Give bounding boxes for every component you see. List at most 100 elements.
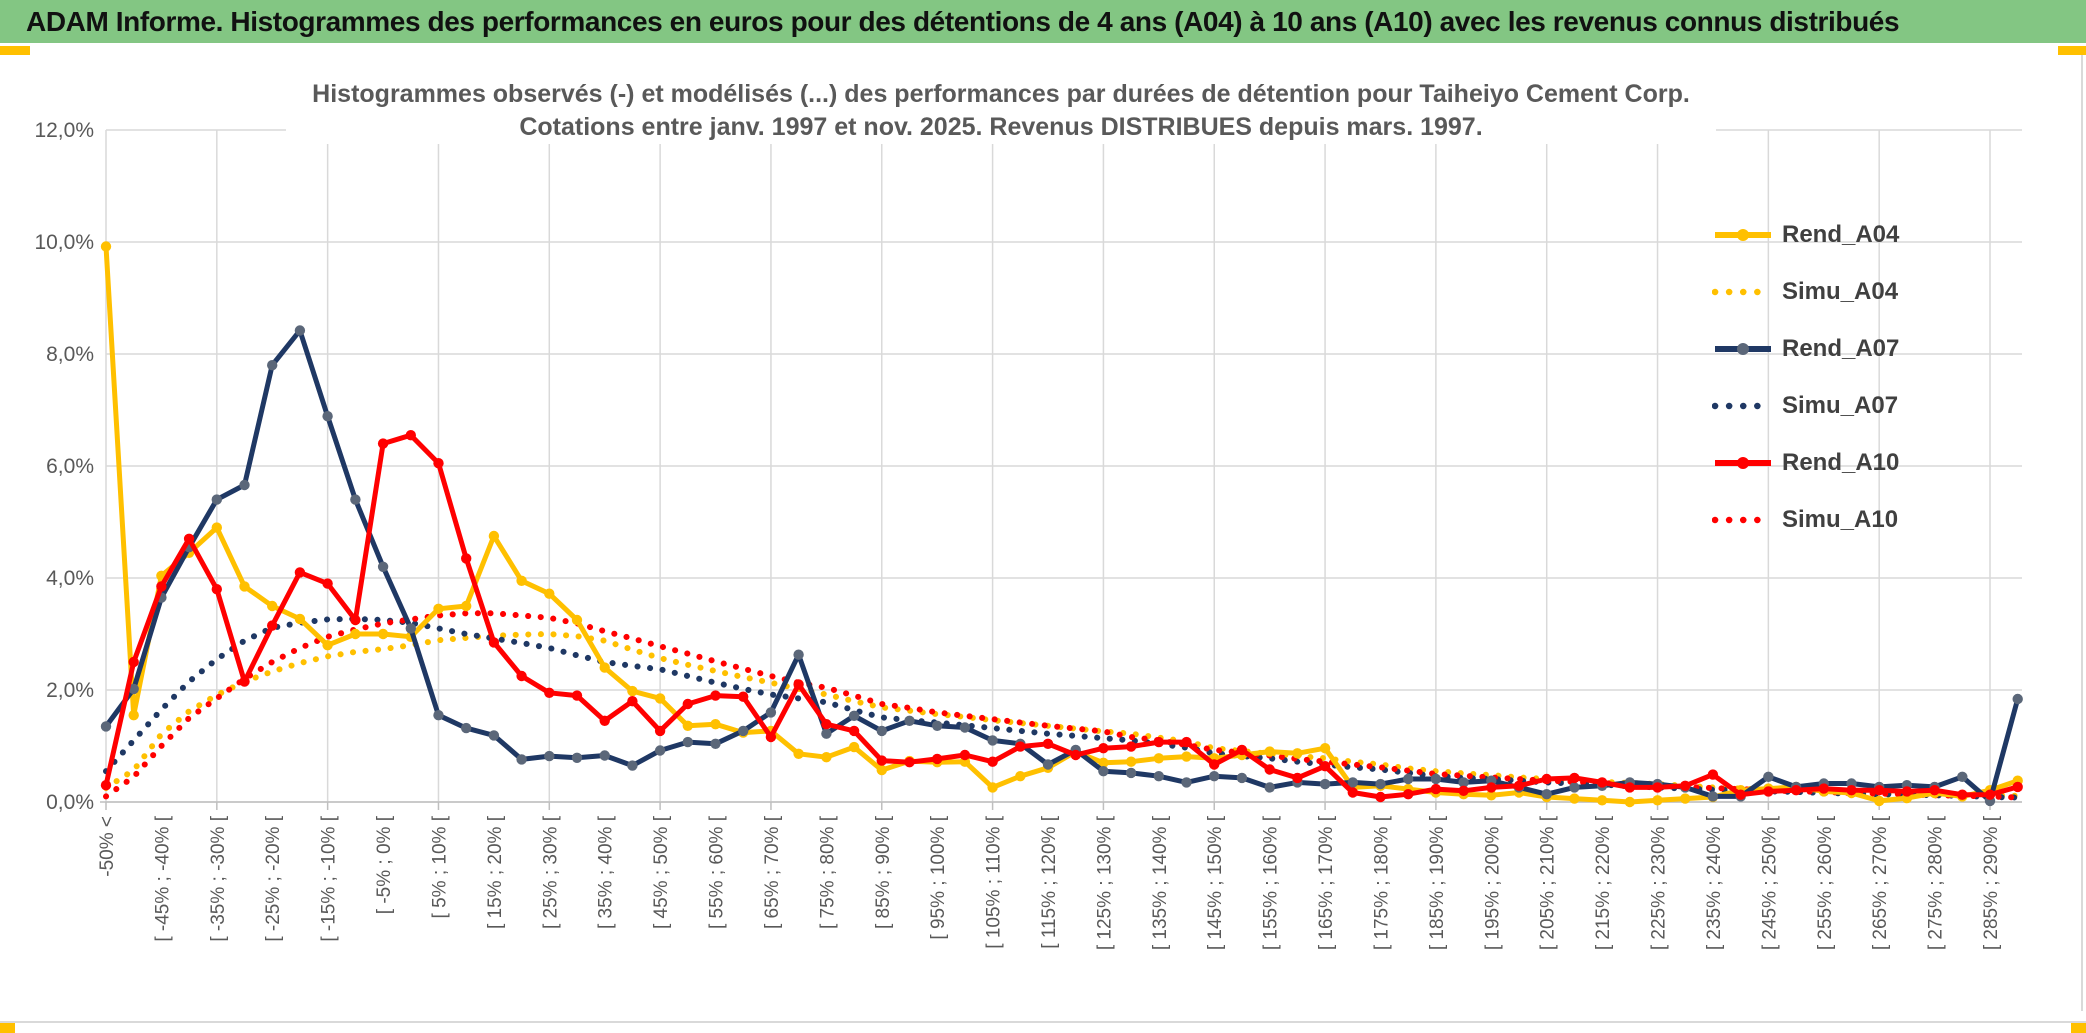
- x-axis-tick-label: [ 135% ; 140% [: [1150, 815, 1171, 950]
- series-marker-Rend_A04: [1125, 756, 1137, 767]
- series-marker-Rend_A10: [1125, 741, 1137, 752]
- sheet-bottom-border: [0, 1021, 2086, 1023]
- series-marker-Rend_A10: [1901, 786, 1913, 797]
- series-marker-Rend_A07: [461, 722, 472, 734]
- gold-accent-bottom-right: [2071, 1023, 2086, 1033]
- series-marker-Rend_A07: [1125, 767, 1137, 779]
- series-marker-Rend_A10: [350, 614, 361, 626]
- chart-sheet: [8, 55, 2080, 1010]
- series-marker-Rend_A10: [1652, 782, 1663, 793]
- series-marker-Rend_A10: [322, 578, 333, 589]
- series-marker-Rend_A10: [1153, 736, 1165, 748]
- y-axis-tick-label: 6,0%: [46, 455, 94, 478]
- series-marker-Rend_A07: [1763, 771, 1774, 782]
- series-marker-Rend_A10: [710, 690, 721, 701]
- series-marker-Rend_A04: [1153, 753, 1165, 764]
- series-marker-Rend_A10: [654, 725, 666, 737]
- legend-label: Simu_A07: [1782, 391, 1899, 419]
- series-marker-Rend_A10: [1984, 789, 1996, 800]
- x-axis-tick-label: [ 75% ; 80% [: [817, 815, 838, 929]
- series-marker-Rend_A10: [1929, 785, 1940, 796]
- legend-item-Rend_A07[interactable]: Rend_A07: [1712, 320, 2012, 377]
- x-axis-tick-label: [ 5% ; 10% [: [429, 815, 450, 918]
- series-marker-Rend_A10: [1430, 783, 1442, 795]
- series-line-Simu_A04: [103, 630, 2021, 799]
- x-axis-tick-label: [ 115% ; 120% [: [1039, 815, 1060, 948]
- series-marker-Rend_A07: [904, 715, 915, 726]
- series-marker-Rend_A10: [1319, 761, 1331, 772]
- series-marker-Rend_A07: [100, 721, 112, 732]
- legend-swatch-dotted-icon: [1712, 516, 1774, 523]
- series-marker-Rend_A10: [1874, 785, 1885, 796]
- gold-accent-bottom-left: [0, 1023, 15, 1033]
- series-marker-Rend_A07: [544, 750, 555, 762]
- series-marker-Rend_A07: [1181, 777, 1192, 788]
- series-marker-Rend_A04: [100, 241, 112, 252]
- chart-title: Histogrammes observés (-) et modélisés (…: [286, 78, 1716, 144]
- series-marker-Rend_A04: [267, 600, 278, 612]
- series-marker-Rend_A07: [516, 754, 527, 765]
- series-marker-Rend_A04: [654, 693, 666, 704]
- series-marker-Rend_A10: [1846, 785, 1857, 796]
- x-axis-tick-label: [ 125% ; 130% [: [1094, 815, 1115, 950]
- series-marker-Rend_A07: [738, 725, 749, 737]
- series-marker-Rend_A07: [821, 728, 832, 739]
- y-axis-tick-label: 12,0%: [34, 119, 94, 142]
- series-marker-Rend_A10: [1569, 772, 1580, 784]
- series-marker-Rend_A04: [599, 662, 610, 673]
- x-axis-tick-label: [ 65% ; 70% [: [762, 815, 783, 929]
- series-marker-Rend_A10: [682, 698, 693, 710]
- series-marker-Rend_A10: [183, 533, 195, 544]
- series-marker-Rend_A07: [571, 752, 583, 763]
- series-marker-Rend_A10: [1292, 772, 1303, 784]
- series-marker-Rend_A10: [1042, 738, 1054, 749]
- series-marker-Rend_A10: [156, 581, 167, 592]
- series-marker-Rend_A07: [377, 561, 389, 572]
- series-marker-Rend_A07: [239, 479, 250, 491]
- series-marker-Rend_A07: [627, 760, 638, 771]
- series-marker-Rend_A04: [793, 748, 804, 759]
- series-marker-Rend_A07: [1209, 771, 1220, 782]
- series-marker-Rend_A10: [1707, 769, 1719, 780]
- x-axis-tick-label: [ 35% ; 40% [: [596, 815, 617, 929]
- series-marker-Rend_A10: [932, 753, 943, 765]
- series-marker-Rend_A10: [1264, 764, 1275, 775]
- legend-swatch-solid-icon: [1715, 342, 1771, 355]
- series-marker-Rend_A10: [738, 691, 749, 702]
- x-axis-tick-label: [ 205% ; 210% [: [1538, 815, 1559, 950]
- series-marker-Rend_A04: [211, 522, 222, 533]
- series-marker-Rend_A10: [1541, 773, 1552, 785]
- series-marker-Rend_A04: [682, 720, 693, 731]
- legend-item-Simu_A04[interactable]: Simu_A04: [1712, 263, 2012, 320]
- legend-label: Rend_A04: [1782, 220, 1900, 248]
- legend-label: Rend_A10: [1782, 448, 1900, 476]
- series-marker-Rend_A07: [876, 725, 887, 737]
- series-marker-Rend_A10: [571, 690, 583, 701]
- window-title-bar: ADAM Informe. Histogrammes des performan…: [0, 0, 2086, 43]
- series-marker-Rend_A10: [821, 719, 832, 730]
- series-marker-Rend_A10: [848, 725, 860, 737]
- legend-item-Simu_A07[interactable]: Simu_A07: [1712, 377, 2012, 434]
- series-marker-Rend_A07: [1569, 782, 1580, 793]
- legend-item-Rend_A04[interactable]: Rend_A04: [1712, 206, 2012, 263]
- series-marker-Rend_A04: [294, 613, 306, 625]
- series-marker-Rend_A04: [821, 752, 832, 763]
- gold-accent-top-left: [0, 46, 30, 55]
- legend-swatch-dotted-icon: [1712, 288, 1774, 295]
- series-marker-Rend_A07: [294, 325, 306, 336]
- legend-item-Rend_A10[interactable]: Rend_A10: [1712, 434, 2012, 491]
- series-marker-Rend_A07: [2012, 693, 2023, 705]
- chart-title-line1: Histogrammes observés (-) et modélisés (…: [312, 80, 1690, 108]
- series-marker-Rend_A10: [1486, 782, 1497, 793]
- series-marker-Rend_A07: [433, 710, 444, 721]
- series-marker-Rend_A07: [1153, 771, 1165, 782]
- x-axis-tick-label: [ -25% ; -20% [: [263, 815, 284, 941]
- series-marker-Rend_A07: [765, 707, 777, 718]
- series-marker-Rend_A04: [516, 575, 527, 586]
- series-marker-Rend_A04: [1292, 748, 1303, 759]
- legend-item-Simu_A10[interactable]: Simu_A10: [1712, 491, 2012, 548]
- chart-title-line2: Cotations entre janv. 1997 et nov. 2025.…: [519, 113, 1483, 141]
- series-marker-Rend_A07: [987, 735, 998, 746]
- y-axis-tick-label: 0,0%: [46, 791, 94, 814]
- series-marker-Rend_A04: [488, 530, 500, 542]
